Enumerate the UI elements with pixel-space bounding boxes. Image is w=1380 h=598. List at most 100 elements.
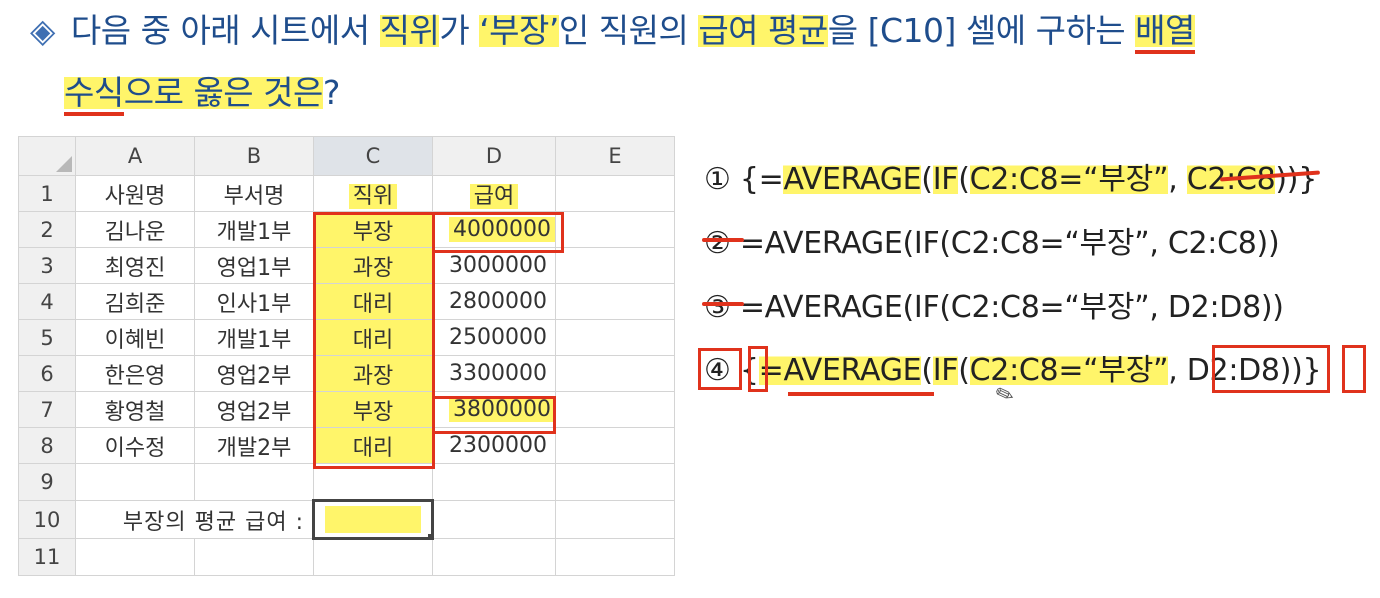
table-row: 9 (18, 463, 675, 501)
highlight-formula: 수식 (64, 73, 124, 116)
row-header[interactable]: 3 (18, 247, 76, 284)
row-header[interactable]: 11 (18, 538, 76, 576)
cell-b2[interactable]: 개발1부 (194, 211, 314, 248)
cell-c7[interactable]: 부장 (313, 391, 433, 428)
cell-c2[interactable]: 부장 (313, 211, 433, 248)
annotation-box-option-4-brace-close (1342, 345, 1366, 393)
cell-b9[interactable] (194, 463, 314, 501)
cell-b5[interactable]: 개발1부 (194, 319, 314, 356)
cell-e2[interactable] (554, 211, 675, 248)
cell-a1[interactable]: 사원명 (75, 175, 195, 212)
option-2[interactable]: ② =AVERAGE(IF(C2:C8=“부장”, C2:C8)) (704, 218, 1280, 262)
cell-b11[interactable] (194, 538, 314, 576)
cell-e9[interactable] (554, 463, 675, 501)
option-1-function: AVERAGE (783, 162, 922, 197)
annotation-box-d2 (432, 212, 564, 253)
cell-a8[interactable]: 이수정 (75, 427, 195, 464)
cell-b3[interactable]: 영업1부 (194, 247, 314, 284)
cell-b4[interactable]: 인사1부 (194, 283, 314, 320)
strike-option-2 (702, 238, 744, 242)
column-header-a[interactable]: A (75, 136, 195, 176)
cell-e5[interactable] (554, 319, 675, 356)
option-1-paren: ( (958, 162, 970, 197)
cell-e1[interactable] (554, 175, 675, 212)
option-1-comma: , (1168, 162, 1187, 197)
cell-a11[interactable] (75, 538, 195, 576)
option-4-equals: = (758, 353, 784, 388)
row-header[interactable]: 9 (18, 463, 76, 501)
row-header[interactable]: 7 (18, 391, 76, 428)
cell-c6[interactable]: 과장 (313, 355, 433, 392)
cell-b6[interactable]: 영업2부 (194, 355, 314, 392)
cell-c10-active[interactable] (312, 499, 434, 540)
option-1-condition: C2:C8=“부장” (969, 162, 1169, 197)
cell-c1[interactable]: 직위 (313, 175, 433, 212)
cell-e7[interactable] (554, 391, 675, 428)
cell-d1-text: 급여 (469, 183, 519, 209)
strike-option-3 (702, 302, 744, 306)
cell-a5[interactable]: 이혜빈 (75, 319, 195, 356)
row-header[interactable]: 2 (18, 211, 76, 248)
fill-handle[interactable] (427, 533, 430, 536)
option-1-if: IF (932, 162, 959, 197)
question-text: 으로 옳은 것은 (123, 73, 323, 112)
option-4-if: IF (932, 353, 959, 388)
table-row: 6 한은영 영업2부 과장 3300000 (18, 355, 675, 392)
cell-d10[interactable] (432, 500, 556, 539)
select-all-corner[interactable] (18, 136, 76, 176)
cell-d3[interactable]: 3000000 (432, 247, 556, 284)
row-header[interactable]: 8 (18, 427, 76, 464)
question-text: 다음 중 아래 시트에서 (60, 11, 380, 50)
annotation-box-d7 (432, 396, 556, 434)
option-1-number: ① (704, 162, 731, 197)
cell-e4[interactable] (554, 283, 675, 320)
cell-c3[interactable]: 과장 (313, 247, 433, 284)
cell-a4[interactable]: 김희준 (75, 283, 195, 320)
cell-c8[interactable]: 대리 (313, 427, 433, 464)
cell-d6[interactable]: 3300000 (432, 355, 556, 392)
cell-b7[interactable]: 영업2부 (194, 391, 314, 428)
cell-d5[interactable]: 2500000 (432, 319, 556, 356)
row-header[interactable]: 10 (18, 500, 76, 539)
cell-e10[interactable] (554, 500, 675, 539)
column-header-b[interactable]: B (194, 136, 314, 176)
column-header-d[interactable]: D (432, 136, 556, 176)
option-3[interactable]: ③ =AVERAGE(IF(C2:C8=“부장”, D2:D8)) (704, 282, 1284, 326)
option-2-formula: =AVERAGE(IF(C2:C8=“부장”, C2:C8)) (730, 226, 1280, 261)
cell-b8[interactable]: 개발2부 (194, 427, 314, 464)
column-header-e[interactable]: E (554, 136, 675, 176)
table-row: 3 최영진 영업1부 과장 3000000 (18, 247, 675, 284)
option-1-close: ))} (1275, 162, 1318, 197)
cell-b1[interactable]: 부서명 (194, 175, 314, 212)
cell-e6[interactable] (554, 355, 675, 392)
cell-a10-label[interactable]: 부장의 평균 급여 : (75, 500, 314, 539)
option-1[interactable]: ① {=AVERAGE(IF(C2:C8=“부장”, C2:C8))} (704, 154, 1317, 198)
cell-c9[interactable] (313, 463, 433, 501)
cell-d1[interactable]: 급여 (432, 175, 556, 212)
cell-c5[interactable]: 대리 (313, 319, 433, 356)
row-header[interactable]: 4 (18, 283, 76, 320)
cell-d2-text: 4000000 (449, 217, 555, 242)
annotation-box-position-column (313, 212, 435, 469)
cell-c11[interactable] (313, 538, 433, 576)
cell-d9[interactable] (432, 463, 556, 501)
cell-a9[interactable] (75, 463, 195, 501)
underline-option-4-function (788, 392, 934, 396)
cell-e11[interactable] (554, 538, 675, 576)
option-4-range: D2:D8 (1186, 353, 1280, 388)
cell-d11[interactable] (432, 538, 556, 576)
cell-e8[interactable] (554, 427, 675, 464)
annotation-box-option-4-range (1212, 345, 1330, 393)
column-header-c[interactable]: C (313, 136, 433, 176)
table-row: 1 사원명 부서명 직위 급여 (18, 175, 675, 212)
row-header[interactable]: 5 (18, 319, 76, 356)
question-line-2: 수식으로 옳은 것은? (64, 66, 340, 116)
row-header[interactable]: 1 (18, 175, 76, 212)
cell-e3[interactable] (554, 247, 675, 284)
cell-a7[interactable]: 황영철 (75, 391, 195, 428)
row-header[interactable]: 6 (18, 355, 76, 392)
cell-a3[interactable]: 최영진 (75, 247, 195, 284)
cell-a6[interactable]: 한은영 (75, 355, 195, 392)
cell-d4[interactable]: 2800000 (432, 283, 556, 320)
cell-a2[interactable]: 김나운 (75, 211, 195, 248)
